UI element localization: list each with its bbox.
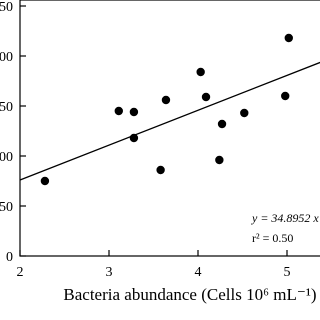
y-tick-label: 150: [0, 100, 13, 115]
y-tick-label: 200: [0, 50, 13, 65]
x-axis-label: Bacteria abundance (Cells 10⁶ mL⁻¹): [63, 285, 316, 304]
point: [240, 108, 249, 118]
point: [156, 165, 165, 175]
x-tick-label: 2: [17, 265, 24, 280]
point: [217, 119, 227, 129]
y-tick-label: 0: [6, 250, 13, 265]
point: [114, 106, 123, 116]
point: [196, 67, 205, 77]
equation: y = 34.8952 x: [251, 211, 319, 225]
fit-line: [19, 61, 320, 181]
y-tick-label: 100: [0, 150, 13, 165]
plot-frame: [19, 0, 320, 257]
r-squared: r² = 0.50: [252, 231, 293, 245]
point: [40, 176, 50, 186]
point: [201, 92, 211, 102]
x-tick-label: 5: [284, 265, 291, 280]
y-tick-label: 250: [0, 0, 13, 15]
point: [161, 95, 171, 105]
x-tick-label: 4: [195, 265, 202, 280]
point: [284, 33, 293, 43]
x-tick-label: 3: [106, 265, 113, 280]
point: [129, 107, 139, 117]
point: [281, 91, 290, 101]
point: [215, 155, 224, 165]
y-tick-label: 50: [0, 200, 13, 215]
point: [129, 133, 139, 143]
